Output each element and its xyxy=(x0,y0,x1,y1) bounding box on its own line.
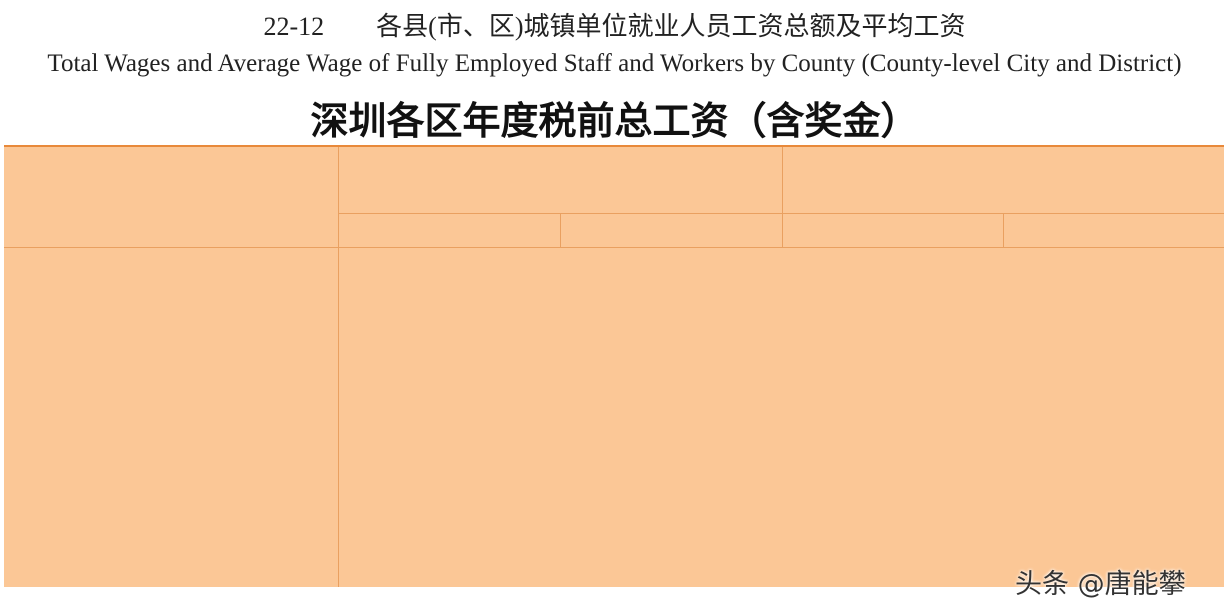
rule xyxy=(338,213,1224,214)
watermark: 头条 @唐能攀 xyxy=(1015,569,1186,600)
title-line: 22-12 各县(市、区)城镇单位就业人员工资总额及平均工资 xyxy=(0,6,1229,43)
rule xyxy=(782,147,783,247)
subtitle: 深圳各区年度税前总工资（含奖金） xyxy=(310,99,919,143)
title-en: Total Wages and Average Wage of Fully Em… xyxy=(47,50,1182,77)
rule xyxy=(560,213,561,247)
title-cn: 各县(市、区)城镇单位就业人员工资总额及平均工资 xyxy=(376,12,966,41)
rule xyxy=(4,247,1224,248)
table xyxy=(4,145,1224,587)
table-code: 22-12 xyxy=(263,12,325,41)
rule xyxy=(1003,213,1004,247)
rule xyxy=(338,147,339,587)
